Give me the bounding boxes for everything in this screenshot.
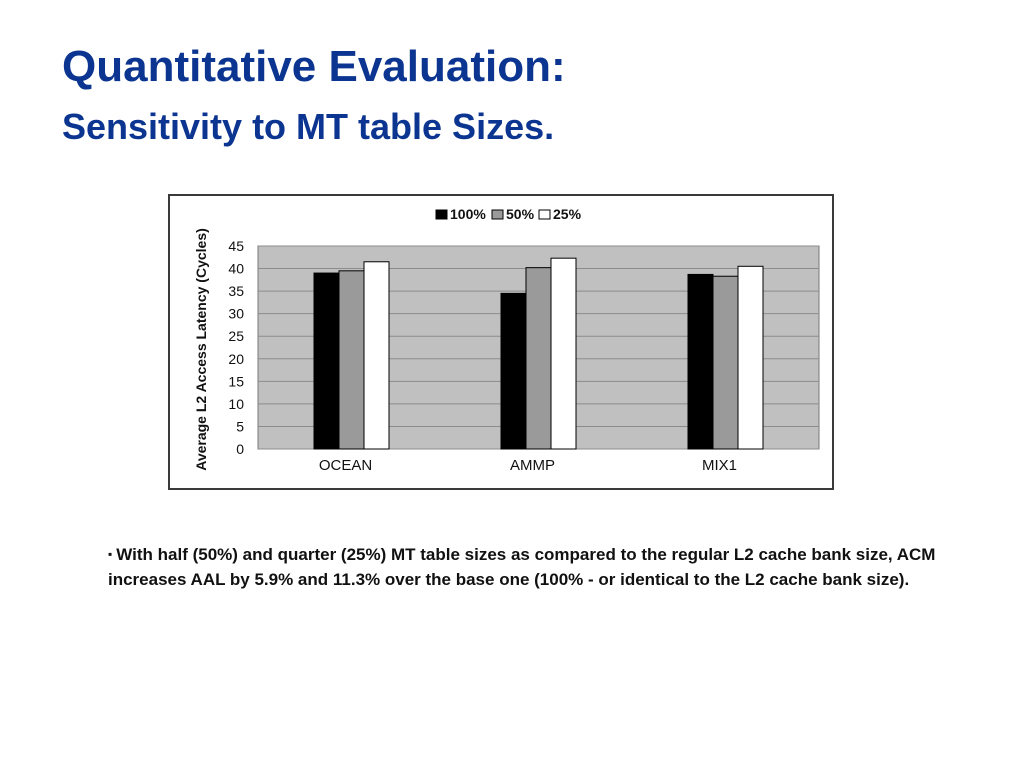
caption: ▪ With half (50%) and quarter (25%) MT ta…	[108, 542, 978, 592]
y-tick-label: 0	[236, 441, 244, 457]
legend-label: 50%	[506, 206, 535, 222]
x-category-label: MIX1	[702, 457, 737, 474]
y-tick-label: 25	[228, 328, 244, 344]
bar-ammp-50	[525, 267, 552, 450]
slide-subtitle: Sensitivity to MT table Sizes.	[62, 106, 555, 147]
legend-swatch-25	[538, 209, 551, 220]
bar-chart-svg: 0 5 10 15 20 25 30 35 40 45 OCEAN AMMP MIX1 100% 50% 25…	[193, 206, 820, 474]
y-tick-label: 20	[228, 351, 244, 367]
bar-ocean-100	[313, 272, 340, 450]
y-axis-title: Average L2 Access Latency (Cycles)	[193, 228, 209, 471]
slide-title: Quantitative Evaluation:	[62, 42, 566, 91]
legend-swatch-100	[435, 209, 448, 220]
x-category-label: AMMP	[510, 457, 555, 474]
bar-chart: 0 5 10 15 20 25 30 35 40 45 OCEAN AMMP MIX1 100% 50% 25…	[168, 194, 834, 490]
y-tick-label: 10	[228, 396, 244, 412]
y-tick-label: 35	[228, 283, 244, 299]
legend-label: 100%	[450, 206, 486, 222]
bar-ammp-100	[500, 292, 527, 450]
bullet-icon: ▪	[108, 547, 113, 561]
y-tick-label: 45	[228, 238, 244, 254]
y-tick-label: 5	[236, 418, 244, 434]
legend-label: 25%	[553, 206, 582, 222]
y-tick-label: 40	[228, 261, 244, 277]
y-tick-label: 15	[228, 373, 244, 389]
x-category-label: OCEAN	[319, 457, 372, 474]
caption-text: With half (50%) and quarter (25%) MT tab…	[108, 545, 936, 589]
bar-ocean-25	[363, 261, 390, 450]
bar-ocean-50	[338, 270, 365, 450]
bar-ammp-25	[550, 257, 577, 450]
bar-mix1-100	[687, 273, 714, 450]
y-tick-label: 30	[228, 306, 244, 322]
bar-mix1-25	[737, 265, 764, 450]
legend-swatch-50	[491, 209, 504, 220]
bar-mix1-50	[712, 275, 739, 450]
